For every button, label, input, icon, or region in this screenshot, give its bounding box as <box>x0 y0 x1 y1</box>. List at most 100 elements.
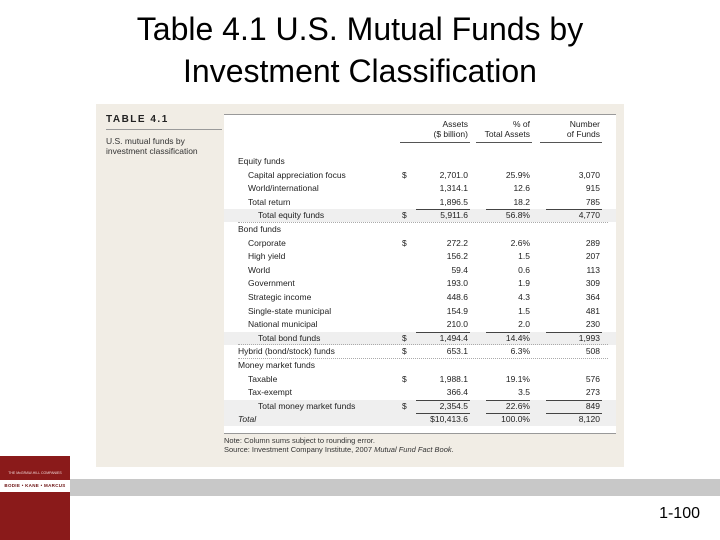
header-assets-line-1: Assets <box>442 119 468 129</box>
row-label: Taxable <box>248 374 278 384</box>
row-assets: 653.1 <box>446 346 468 356</box>
row-label: Capital appreciation focus <box>248 170 346 180</box>
row-percent: 14.4% <box>505 333 530 343</box>
table-row: Corporate $272.2 2.6% 289 <box>224 237 616 250</box>
row-percent: 6.3% <box>510 346 530 356</box>
logo-band-text: BODIE • KANE • MARCUS <box>0 480 70 492</box>
row-fund-count: 273 <box>585 387 600 397</box>
row-currency: $ <box>402 333 407 343</box>
row-percent: 12.6 <box>513 183 530 193</box>
table-row: Hybrid (bond/stock) funds $653.1 6.3% 508 <box>224 345 616 358</box>
row-fund-count: 230 <box>585 319 600 329</box>
row-percent: 1.5 <box>518 251 530 261</box>
row-label: High yield <box>248 251 286 261</box>
table-figure: TABLE 4.1 U.S. mutual funds by investmen… <box>96 104 624 467</box>
section-separator <box>238 222 608 223</box>
caption-divider <box>106 129 222 130</box>
row-currency: $ <box>402 170 407 180</box>
row-currency: $ <box>402 374 407 384</box>
row-label: Corporate <box>248 238 286 248</box>
row-label: Total equity funds <box>258 210 325 220</box>
row-assets: 154.9 <box>446 306 468 316</box>
row-label: Strategic income <box>248 292 312 302</box>
header-rule-assets <box>400 142 470 143</box>
header-num-line-2: of Funds <box>566 129 600 139</box>
data-table: Assets ($ billion) % of Total Assets Num… <box>224 114 616 434</box>
header-pct: % of Total Assets <box>464 119 530 139</box>
table-row: Tax-exempt 366.4 3.5 273 <box>224 386 616 399</box>
row-currency: $ <box>402 210 407 220</box>
source-suffix: . <box>451 445 454 454</box>
row-assets: 59.4 <box>451 265 468 275</box>
subtotal-rule <box>486 413 530 414</box>
row-assets: 1,988.1 <box>439 374 468 384</box>
row-percent: 18.2 <box>513 197 530 207</box>
row-currency: $ <box>402 401 407 411</box>
row-percent: 0.6 <box>518 265 530 275</box>
row-label: Money market funds <box>238 360 316 370</box>
header-pct-line-2: Total Assets <box>484 129 530 139</box>
table-row: High yield 156.2 1.5 207 <box>224 250 616 263</box>
row-fund-count: 3,070 <box>578 170 600 180</box>
table-row: Capital appreciation focus $2,701.0 25.9% 3… <box>224 169 616 182</box>
header-num: Number of Funds <box>540 119 600 139</box>
table-description-line-1: U.S. mutual funds by <box>106 136 185 146</box>
table-row: Equity funds <box>224 155 616 168</box>
row-assets: 1,314.1 <box>439 183 468 193</box>
row-percent: 2.0 <box>518 319 530 329</box>
table-row: Single-state municipal 154.9 1.5 481 <box>224 305 616 318</box>
publisher-logo: THE McGRAW-HILL COMPANIES BODIE • KANE •… <box>0 456 70 540</box>
header-rule-num <box>540 142 602 143</box>
table-description-line-2: investment classification <box>106 146 198 156</box>
row-currency: $ <box>402 238 407 248</box>
row-assets: $10,413.6 <box>430 414 468 424</box>
row-label: Total <box>238 414 257 424</box>
table-row: World 59.4 0.6 113 <box>224 264 616 277</box>
source-prefix: Source: Investment Company Institute, 20… <box>224 445 375 454</box>
row-label: Total money market funds <box>258 401 356 411</box>
row-fund-count: 481 <box>585 306 600 316</box>
row-assets: 1,896.5 <box>439 197 468 207</box>
row-fund-count: 576 <box>585 374 600 384</box>
table-note: Note: Column sums subject to rounding er… <box>224 436 454 454</box>
row-percent: 3.5 <box>518 387 530 397</box>
footer-band <box>70 479 720 496</box>
header-num-line-1: Number <box>569 119 600 129</box>
row-assets: 193.0 <box>446 278 468 288</box>
row-label: Total return <box>248 197 291 207</box>
row-fund-count: 207 <box>585 251 600 261</box>
slide-title-line-2: Investment Classification <box>183 53 537 89</box>
row-fund-count: 508 <box>585 346 600 356</box>
row-fund-count: 364 <box>585 292 600 302</box>
row-fund-count: 915 <box>585 183 600 193</box>
row-assets: 210.0 <box>446 319 468 329</box>
source-title: Mutual Fund Fact Book <box>374 445 452 454</box>
slide-title: Table 4.1 U.S. Mutual Funds by Investmen… <box>0 8 720 92</box>
subtotal-rule <box>546 209 602 210</box>
row-assets: 1,494.4 <box>439 333 468 343</box>
page-number: 1-100 <box>659 505 700 522</box>
table-row: Total equity funds $5,911.6 56.8% 4,770 <box>224 209 616 222</box>
row-percent: 1.5 <box>518 306 530 316</box>
row-assets: 156.2 <box>446 251 468 261</box>
note-text: Note: Column sums subject to rounding er… <box>224 436 375 445</box>
table-row: Total bond funds $1,494.4 14.4% 1,993 <box>224 332 616 345</box>
row-percent: 19.1% <box>505 374 530 384</box>
row-assets: 366.4 <box>446 387 468 397</box>
header-assets-line-2: ($ billion) <box>433 129 469 139</box>
section-separator <box>238 358 608 359</box>
row-label: Total bond funds <box>258 333 321 343</box>
table-label: TABLE 4.1 <box>106 114 169 125</box>
table-row: Government 193.0 1.9 309 <box>224 277 616 290</box>
subtotal-rule <box>546 332 602 333</box>
table-row: Bond funds <box>224 223 616 236</box>
row-label: Tax-exempt <box>248 387 292 397</box>
row-fund-count: 8,120 <box>578 414 600 424</box>
table-row: Total return 1,896.5 18.2 785 <box>224 196 616 209</box>
row-percent: 1.9 <box>518 278 530 288</box>
subtotal-rule <box>486 400 530 401</box>
table-row: Total money market funds $2,354.5 22.6% 849 <box>224 400 616 413</box>
row-fund-count: 1,993 <box>578 333 600 343</box>
row-percent: 22.6% <box>505 401 530 411</box>
row-label: National municipal <box>248 319 318 329</box>
